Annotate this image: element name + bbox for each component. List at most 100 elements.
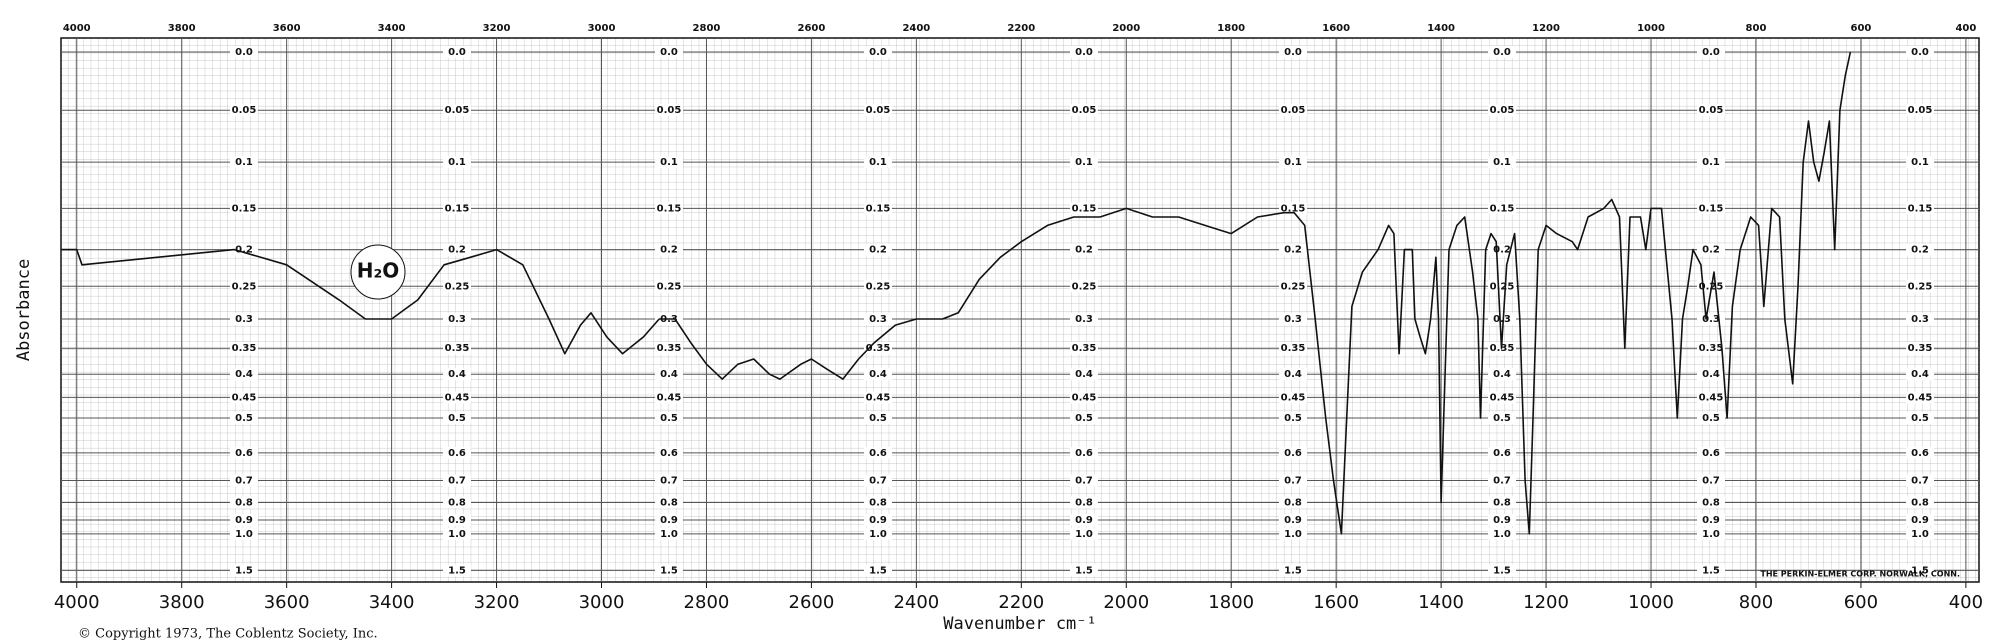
x-tick-label: 3000 (579, 592, 625, 613)
label-bg (1070, 280, 1098, 293)
label-bg (230, 496, 258, 509)
y-tick-label: 0.1 (660, 157, 678, 168)
y-tick-label: 0.1 (235, 157, 253, 168)
y-tick-label: 0.5 (1075, 413, 1093, 424)
y-tick-label: 0.9 (1493, 515, 1511, 526)
y-tick-label: 0.8 (1702, 498, 1720, 509)
label-bg (230, 446, 258, 459)
y-tick-label: 0.0 (235, 47, 253, 58)
y-tick-label: 0.4 (235, 369, 253, 380)
y-tick-label: 0.05 (1699, 105, 1724, 116)
label-bg (443, 280, 471, 293)
y-tick-label: 0.05 (1281, 105, 1306, 116)
label-bg (1697, 368, 1725, 381)
y-tick-label: 0.45 (1699, 392, 1724, 403)
y-tick-label: 0.2 (1075, 245, 1093, 256)
x-top-tick-label: 1600 (1322, 23, 1350, 34)
label-bg (443, 243, 471, 256)
label-bg (443, 513, 471, 526)
y-tick-label: 0.25 (1072, 281, 1097, 292)
y-tick-label: 0.4 (660, 369, 678, 380)
x-tick-label: 2000 (1103, 592, 1149, 613)
x-top-tick-label: 3600 (273, 23, 301, 34)
y-tick-label: 0.8 (1075, 498, 1093, 509)
label-bg (655, 104, 683, 117)
label-bg (1279, 527, 1307, 540)
x-tick-label: 1000 (1628, 592, 1674, 613)
label-bg (1906, 446, 1934, 459)
y-tick-label: 0.15 (866, 203, 891, 214)
label-bg (1906, 527, 1934, 540)
label-bg (1906, 156, 1934, 169)
x-tick-label: 4000 (54, 592, 100, 613)
label-bg (655, 368, 683, 381)
label-bg (443, 527, 471, 540)
label-bg (443, 368, 471, 381)
y-tick-label: 0.3 (869, 314, 887, 325)
label-bg (1070, 342, 1098, 355)
x-top-tick-label: 1800 (1217, 23, 1245, 34)
y-tick-label: 0.0 (1911, 47, 1929, 58)
label-bg (1070, 446, 1098, 459)
label-bg (864, 474, 892, 487)
x-top-tick-label: 1200 (1532, 23, 1560, 34)
label-bg (1070, 412, 1098, 425)
label-bg (1697, 412, 1725, 425)
y-tick-label: 0.3 (1702, 314, 1720, 325)
y-tick-label: 0.0 (660, 47, 678, 58)
x-tick-label: 2400 (893, 592, 939, 613)
x-top-tick-label: 2600 (797, 23, 825, 34)
y-tick-label: 0.9 (1702, 515, 1720, 526)
y-tick-label: 0.5 (235, 413, 253, 424)
label-bg (1697, 202, 1725, 215)
y-tick-label: 0.8 (1493, 498, 1511, 509)
y-tick-label: 0.5 (1911, 413, 1929, 424)
y-tick-label: 0.4 (869, 369, 887, 380)
y-tick-label: 0.05 (1908, 105, 1933, 116)
y-tick-label: 0.1 (869, 157, 887, 168)
y-tick-label: 0.7 (1911, 476, 1929, 487)
y-tick-label: 0.6 (660, 448, 678, 459)
label-bg (1070, 564, 1098, 577)
spectrum-line (61, 51, 1852, 535)
x-tick-label: 3400 (369, 592, 415, 613)
y-tick-label: 1.0 (1284, 529, 1302, 540)
label-bg (1488, 391, 1516, 404)
label-bg (1488, 446, 1516, 459)
label-bg (1906, 496, 1934, 509)
label-bg (864, 368, 892, 381)
y-tick-label: 0.7 (235, 476, 253, 487)
y-tick-label: 0.9 (448, 515, 466, 526)
y-tick-label: 0.35 (866, 343, 891, 354)
y-tick-label: 0.35 (232, 343, 257, 354)
y-tick-label: 0.25 (445, 281, 470, 292)
label-bg (1279, 280, 1307, 293)
label-bg (655, 564, 683, 577)
label-bg (655, 391, 683, 404)
x-top-tick-label: 3800 (168, 23, 196, 34)
y-tick-label: 0.2 (235, 245, 253, 256)
y-tick-label: 0.1 (1493, 157, 1511, 168)
x-top-tick-label: 1000 (1637, 23, 1665, 34)
label-bg (1906, 104, 1934, 117)
y-tick-label: 0.35 (1908, 343, 1933, 354)
label-bg (1906, 564, 1934, 577)
label-bg (1279, 342, 1307, 355)
label-bg (1697, 474, 1725, 487)
label-bg (1488, 202, 1516, 215)
label-bg (1906, 313, 1934, 326)
y-tick-label: 1.0 (235, 529, 253, 540)
label-bg (230, 391, 258, 404)
y-tick-label: 0.9 (869, 515, 887, 526)
x-tick-label: 2200 (998, 592, 1044, 613)
label-bg (443, 412, 471, 425)
label-bg (1279, 412, 1307, 425)
label-bg (1488, 474, 1516, 487)
y-tick-label: 0.45 (445, 392, 470, 403)
y-tick-label: 0.15 (445, 203, 470, 214)
y-tick-label: 0.8 (1284, 498, 1302, 509)
label-bg (230, 280, 258, 293)
label-bg (443, 104, 471, 117)
y-tick-label: 0.2 (1493, 245, 1511, 256)
